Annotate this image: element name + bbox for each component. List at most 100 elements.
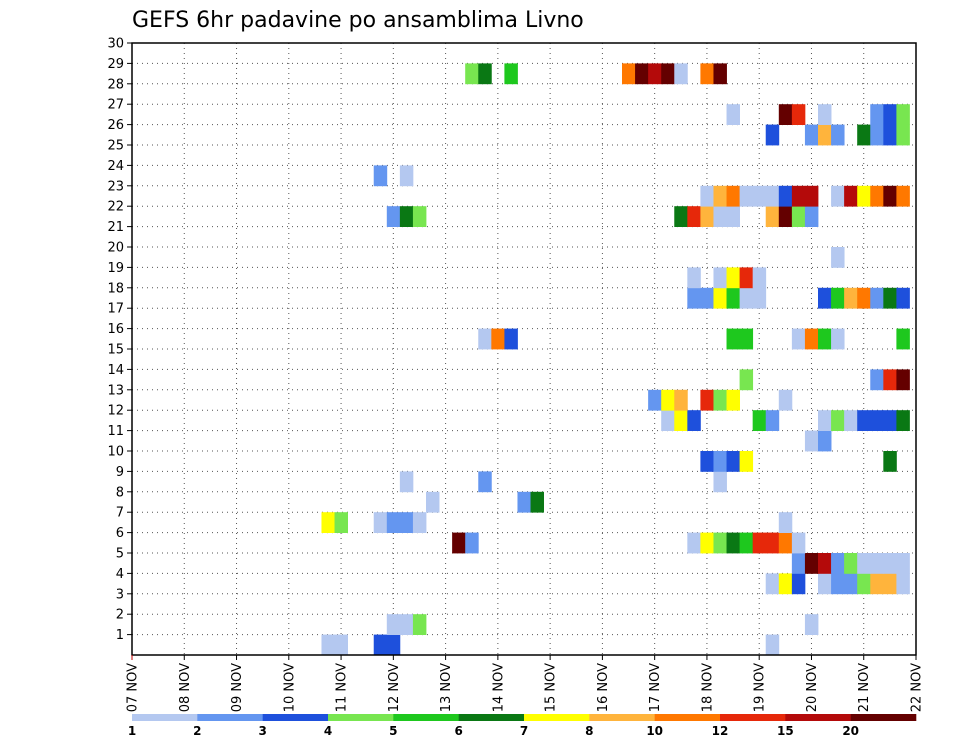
- heatmap-cell: [386, 614, 401, 635]
- heatmap-cell: [726, 287, 740, 309]
- legend-swatch: [524, 714, 590, 721]
- heatmap-cell: [778, 573, 793, 595]
- heatmap-cell: [687, 287, 701, 309]
- heatmap-cell: [373, 165, 388, 187]
- y-axis-ticks: 1234567891011121314151617181920212223242…: [107, 37, 132, 643]
- heatmap-cell: [530, 491, 544, 513]
- x-tick-label: 12 NOV: [387, 663, 402, 712]
- heatmap-cell: [765, 410, 780, 431]
- heatmap-cell: [752, 185, 767, 207]
- heatmap-cell: [739, 369, 754, 391]
- heatmap-cell: [373, 634, 388, 656]
- heatmap-cell: [334, 512, 348, 533]
- heatmap-cell: [674, 206, 688, 227]
- legend-label: 6: [454, 724, 462, 738]
- legend-swatch: [197, 714, 263, 721]
- heatmap-cell: [883, 553, 897, 574]
- heatmap-cell: [896, 104, 910, 125]
- heatmap-cell: [321, 634, 335, 656]
- x-tick-label: 21 NOV: [857, 663, 872, 712]
- legend-label: 1: [128, 724, 136, 738]
- heatmap-cell: [386, 512, 401, 533]
- heatmap-cell: [791, 532, 806, 554]
- heatmap-cell: [752, 287, 767, 309]
- y-tick-label: 22: [107, 200, 124, 215]
- heatmap-cell: [857, 124, 871, 146]
- y-tick-label: 14: [107, 363, 124, 378]
- heatmap-cell: [804, 206, 819, 227]
- heatmap-cell: [857, 553, 871, 574]
- x-tick-label: 15 NOV: [544, 663, 559, 712]
- heatmap-cell: [726, 451, 740, 472]
- heatmap-cell: [896, 287, 910, 309]
- y-tick-label: 30: [107, 37, 124, 52]
- heatmap-cell: [700, 63, 714, 85]
- heatmap-cell: [844, 573, 858, 595]
- heatmap-cell: [635, 63, 649, 85]
- legend-label: 15: [777, 724, 794, 738]
- heatmap-cell: [883, 451, 897, 472]
- heatmap-cell: [831, 247, 845, 268]
- y-tick-label: 4: [116, 567, 124, 582]
- heatmap-cell: [896, 328, 910, 350]
- heatmap-cell: [857, 287, 871, 309]
- heatmap-cell: [791, 573, 806, 595]
- heatmap-cell: [739, 185, 754, 207]
- heatmap-cell: [896, 124, 910, 146]
- x-tick-label: 09 NOV: [230, 663, 245, 712]
- heatmap-cell: [791, 206, 806, 227]
- x-tick-label: 13 NOV: [439, 663, 454, 712]
- legend-label: 4: [324, 724, 332, 738]
- x-tick-label: 19 NOV: [753, 663, 768, 712]
- x-tick-label: 16 NOV: [596, 663, 611, 712]
- x-tick-label: 22 NOV: [910, 663, 925, 712]
- y-tick-label: 9: [116, 465, 124, 480]
- heatmap-cell: [700, 389, 714, 411]
- heatmap-cell: [778, 104, 793, 125]
- heatmap-cell: [818, 573, 832, 595]
- heatmap-cell: [857, 573, 871, 595]
- heatmap-cell: [386, 634, 401, 656]
- legend-swatch: [393, 714, 459, 721]
- heatmap-cell: [491, 328, 505, 350]
- heatmap-cell: [700, 451, 714, 472]
- heatmap-cell: [778, 206, 793, 227]
- heatmap-cell: [883, 573, 897, 595]
- heatmap-cell: [426, 491, 440, 513]
- heatmap-cell: [687, 532, 701, 554]
- heatmap-cell: [399, 206, 414, 227]
- heatmap-cell: [870, 185, 884, 207]
- heatmap-cell: [478, 471, 492, 493]
- heatmap-cell: [674, 389, 688, 411]
- color-legend: 1 2 3 4 5 6 7 8 10 12 15 20: [128, 714, 917, 738]
- heatmap-cell: [870, 287, 884, 309]
- x-tick-label: 14 NOV: [491, 663, 506, 712]
- heatmap-cell: [844, 185, 858, 207]
- heatmap-cell: [399, 165, 414, 187]
- heatmap-cell: [870, 553, 884, 574]
- y-tick-label: 21: [107, 220, 124, 235]
- heatmap-cell: [791, 328, 806, 350]
- heatmap-cell: [883, 287, 897, 309]
- y-tick-label: 8: [116, 485, 124, 500]
- heatmap-cell: [857, 185, 871, 207]
- heatmap-cell: [804, 614, 819, 635]
- heatmap-cell: [883, 124, 897, 146]
- heatmap-cell: [752, 532, 767, 554]
- y-tick-label: 3: [116, 587, 124, 602]
- heatmap-cell: [765, 206, 780, 227]
- x-tick-label: 07 NOV: [126, 663, 141, 712]
- heatmap-cell: [465, 532, 479, 554]
- heatmap-cell: [713, 267, 727, 289]
- heatmap-cell: [896, 553, 910, 574]
- heatmap-cell: [804, 185, 819, 207]
- heatmap-cell: [700, 206, 714, 227]
- y-tick-label: 17: [107, 302, 124, 317]
- heatmap-cell: [896, 410, 910, 431]
- heatmap-cell: [818, 328, 832, 350]
- heatmap-cell: [713, 471, 727, 493]
- heatmap-cell: [752, 410, 767, 431]
- legend-label: 10: [646, 724, 663, 738]
- x-tick-label: 20 NOV: [805, 663, 820, 712]
